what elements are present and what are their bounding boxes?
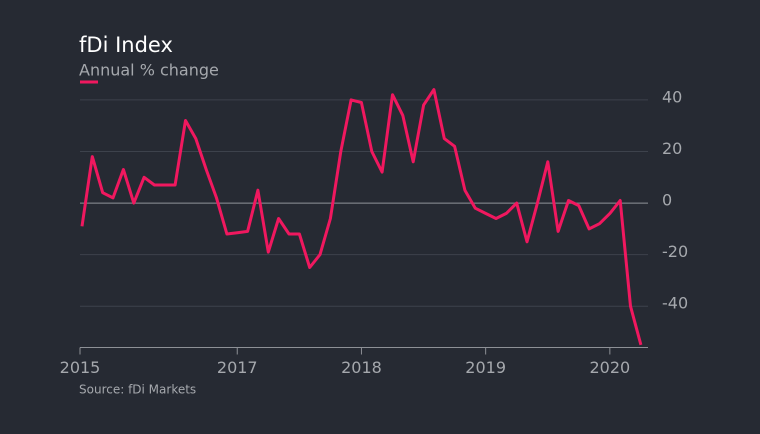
y-tick-label: 20 bbox=[662, 139, 682, 158]
y-tick-label: -20 bbox=[662, 242, 688, 261]
x-tick-label: 2019 bbox=[465, 358, 506, 377]
data-line bbox=[80, 88, 643, 346]
chart-subtitle: Annual % change bbox=[79, 61, 219, 80]
source: Source: fDi Markets bbox=[79, 383, 196, 397]
x-tick-label: 2018 bbox=[341, 358, 382, 377]
y-tick-label: 40 bbox=[662, 87, 682, 106]
y-tick-label: -40 bbox=[662, 294, 688, 313]
y-tick-label: 0 bbox=[662, 191, 672, 210]
x-tick-label: 2015 bbox=[60, 358, 101, 377]
x-tick-label: 2017 bbox=[217, 358, 258, 377]
chart-title: fDi Index bbox=[79, 33, 173, 57]
x-tick-label: 2020 bbox=[589, 358, 630, 377]
